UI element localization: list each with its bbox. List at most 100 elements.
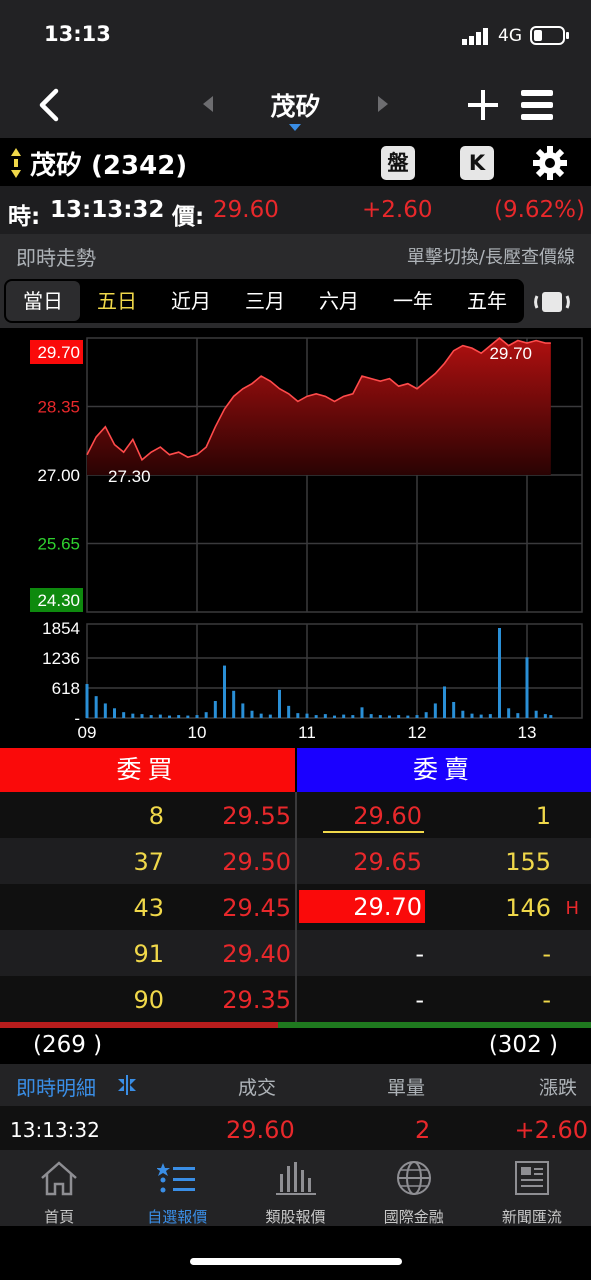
volume-bar	[268, 714, 272, 718]
order-totals: (269 ) (302 )	[0, 1028, 591, 1064]
dropdown-caret-icon[interactable]	[289, 124, 301, 132]
time-axis-label: 11	[298, 723, 316, 742]
bid-total: (269 )	[33, 1032, 103, 1058]
intraday-chart-svg[interactable]: 29.70 28.35 27.00 25.65 24.30 29.70 27.30 1854 1…	[0, 328, 591, 748]
period-tab-bar: 當日 五日 近月 三月 六月 一年 五年	[0, 276, 591, 328]
ask-price[interactable]: 29.65	[353, 848, 422, 876]
bid-qty: 8	[148, 802, 164, 830]
price-axis-label: 24.30	[37, 591, 80, 610]
limit-up-flag: H	[565, 898, 579, 919]
tab-5day[interactable]: 五日	[97, 289, 137, 313]
bid-price[interactable]: 29.45	[222, 894, 291, 922]
volume-bar	[314, 715, 318, 718]
volume-bar	[351, 715, 355, 718]
bid-price[interactable]: 29.55	[222, 802, 291, 830]
volume-bar	[406, 715, 410, 718]
k-chart-icon[interactable]: K	[460, 146, 494, 180]
low-price-label: 27.30	[108, 467, 151, 486]
tab-6month[interactable]: 六月	[319, 289, 359, 313]
collapse-icon[interactable]	[116, 1075, 138, 1095]
order-book-divider	[295, 792, 297, 1022]
nav-title[interactable]: 茂矽	[270, 92, 321, 121]
volume-axis-label: 618	[52, 679, 80, 698]
battery-icon	[530, 26, 569, 45]
ask-qty: 1	[535, 802, 551, 830]
volume-bar	[333, 715, 336, 718]
nav-watchlist[interactable]: 自選報價	[118, 1150, 236, 1226]
ask-price[interactable]: -	[415, 940, 424, 968]
reorder-icon[interactable]	[10, 148, 22, 178]
nav-global[interactable]: 國際金融	[355, 1150, 473, 1226]
volume-bar	[388, 715, 391, 718]
volume-bar	[131, 713, 135, 718]
bid-ratio-fill	[0, 1022, 279, 1028]
tick-detail-title[interactable]: 即時明細	[16, 1076, 96, 1100]
settings-gear-icon[interactable]	[532, 145, 568, 181]
volume-bar	[433, 703, 437, 718]
stock-title: 茂矽 (2342)	[30, 151, 188, 181]
volume-bar	[461, 710, 465, 718]
volume-bar	[122, 712, 126, 718]
globe-icon	[396, 1161, 431, 1195]
ask-price[interactable]: -	[415, 986, 424, 1014]
bid-header: 委買	[0, 748, 295, 792]
volume-bar	[287, 705, 291, 718]
price-line	[86, 336, 551, 462]
ask-price-limit-up[interactable]: 29.70	[299, 890, 425, 923]
rotate-screen-icon[interactable]	[532, 289, 572, 315]
order-book-header: 委買 委賣	[0, 748, 591, 792]
news-icon	[514, 1161, 549, 1195]
volume-bar	[213, 701, 217, 718]
volume-bar	[223, 665, 226, 718]
price-axis-label: 29.70	[37, 343, 80, 362]
tab-day[interactable]: 當日	[6, 281, 80, 321]
volume-bar	[443, 686, 446, 718]
chart-subheader: 即時走勢 單擊切換/長壓查價線	[0, 234, 591, 276]
time-axis-label: 09	[78, 723, 97, 742]
nav-home[interactable]: 首頁	[0, 1150, 118, 1226]
pan-icon[interactable]: 盤	[381, 146, 415, 180]
menu-icon[interactable]	[520, 88, 554, 122]
tab-5year[interactable]: 五年	[467, 289, 507, 313]
volume-bar	[323, 714, 327, 718]
sector-chart-icon	[275, 1162, 316, 1195]
bid-qty: 43	[133, 894, 164, 922]
volume-bar	[195, 715, 199, 718]
tab-1year[interactable]: 一年	[393, 289, 433, 313]
period-tabs: 當日 五日 近月 三月 六月 一年 五年	[4, 279, 524, 323]
bid-qty: 91	[133, 940, 164, 968]
bid-price[interactable]: 29.35	[222, 986, 291, 1014]
tick-detail-row: 13:13:32 29.60 2 +2.60	[0, 1106, 591, 1150]
bid-qty: 37	[133, 848, 164, 876]
back-icon[interactable]	[34, 88, 62, 122]
tab-3month[interactable]: 三月	[245, 289, 285, 313]
time-axis-label: 13	[518, 723, 537, 742]
nav-sector[interactable]: 類股報價	[236, 1150, 354, 1226]
intraday-chart[interactable]: 29.70 28.35 27.00 25.65 24.30 29.70 27.30 1854 1…	[0, 328, 591, 748]
tab-month[interactable]: 近月	[171, 289, 211, 313]
bid-ask-ratio-bar	[0, 1022, 591, 1028]
time-label: 時:	[8, 204, 41, 230]
volume-bar	[498, 628, 501, 718]
col-trade: 成交	[238, 1077, 277, 1099]
quote-time: 13:13:32	[50, 197, 165, 223]
nav-news[interactable]: 新聞匯流	[473, 1150, 591, 1226]
add-icon[interactable]	[466, 88, 500, 122]
bid-price[interactable]: 29.40	[222, 940, 291, 968]
bottom-nav: 首頁 自選報價 類股報價 國際金融	[0, 1150, 591, 1226]
next-stock-icon[interactable]	[377, 96, 389, 112]
ask-price[interactable]: 29.60	[323, 802, 424, 833]
volume-bar	[250, 710, 254, 718]
prev-stock-icon[interactable]	[202, 96, 214, 112]
status-time: 13:13	[44, 22, 111, 46]
bid-qty: 90	[133, 986, 164, 1014]
volume-bar	[479, 714, 483, 718]
bid-price[interactable]: 29.50	[222, 848, 291, 876]
nav-global-label: 國際金融	[383, 1208, 444, 1226]
ask-total: (302 )	[488, 1032, 558, 1058]
price-axis-label: 28.35	[37, 398, 80, 417]
volume-bar	[360, 707, 364, 718]
ask-qty: -	[542, 986, 551, 1014]
volume-bar	[177, 715, 181, 718]
high-price-label: 29.70	[489, 344, 532, 363]
